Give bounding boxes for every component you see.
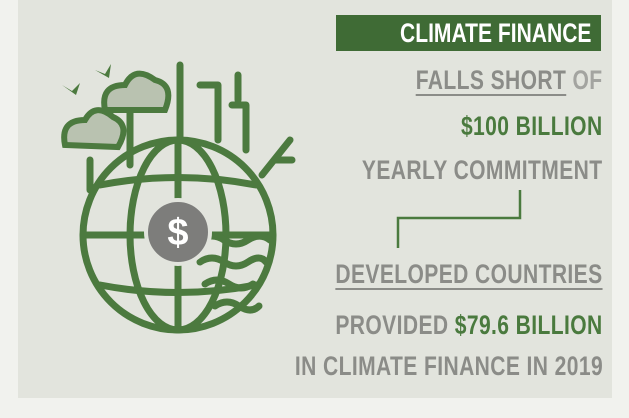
text: OF: [573, 65, 603, 95]
headline-amount: $100 BILLION: [461, 110, 603, 142]
badge-text: CLIMATE FINANCE: [400, 15, 591, 51]
result-amount: $79.6 BILLION: [455, 310, 603, 340]
coin-symbol: $: [167, 212, 188, 254]
badge: CLIMATE FINANCE: [336, 15, 601, 51]
result-line: DEVELOPED COUNTRIES: [336, 258, 603, 290]
connector: [398, 190, 520, 248]
underlined-text: DEVELOPED COUNTRIES: [336, 259, 603, 289]
headline-line: FALLS SHORT OF: [416, 64, 603, 96]
text: PROVIDED: [336, 310, 449, 340]
result-line: IN CLIMATE FINANCE IN 2019: [295, 350, 603, 382]
headline-line: YEARLY COMMITMENT: [362, 154, 603, 186]
result-line: PROVIDED $79.6 BILLION: [336, 309, 603, 341]
underlined-text: FALLS SHORT: [416, 65, 567, 95]
infographic: $ CLIMATE FINANCE FALLS SHORT OF $100 BI…: [0, 0, 629, 418]
